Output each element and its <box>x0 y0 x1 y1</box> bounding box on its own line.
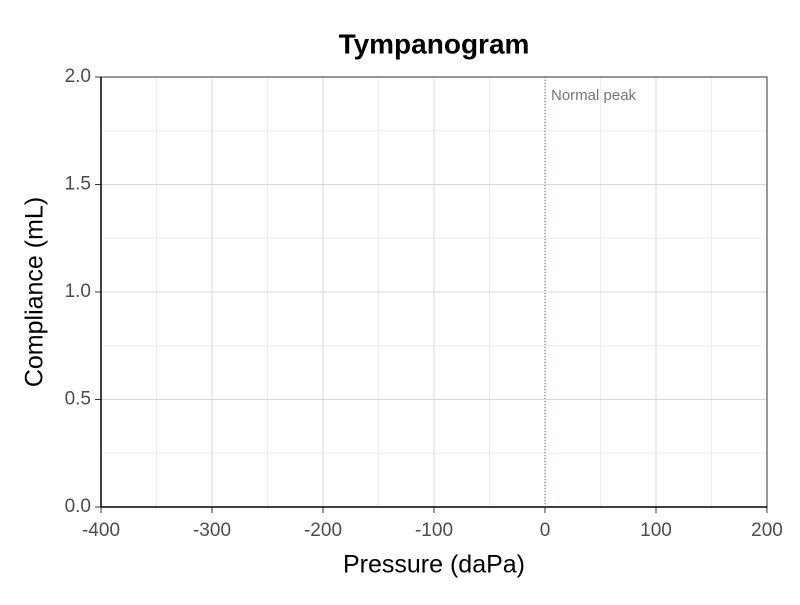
x-tick-label: -300 <box>193 520 231 541</box>
y-axis-label: Compliance (mL) <box>21 197 49 387</box>
x-tick-label: -400 <box>82 520 120 541</box>
y-tick-label: 0.0 <box>65 496 91 517</box>
y-tick-label: 2.0 <box>65 66 91 87</box>
x-tick-label: 100 <box>640 520 672 541</box>
y-tick-label: 0.5 <box>65 389 91 410</box>
y-tick-label: 1.5 <box>65 174 91 195</box>
annotation: Normal peak <box>551 87 637 104</box>
x-tick-label: -200 <box>304 520 342 541</box>
x-tick-label: 0 <box>540 520 551 541</box>
x-axis-label: Pressure (daPa) <box>343 551 525 579</box>
x-tick-label: -100 <box>415 520 453 541</box>
y-tick-label: 1.0 <box>65 281 91 302</box>
x-tick-label: 200 <box>751 520 783 541</box>
chart-title: Tympanogram <box>339 28 530 59</box>
